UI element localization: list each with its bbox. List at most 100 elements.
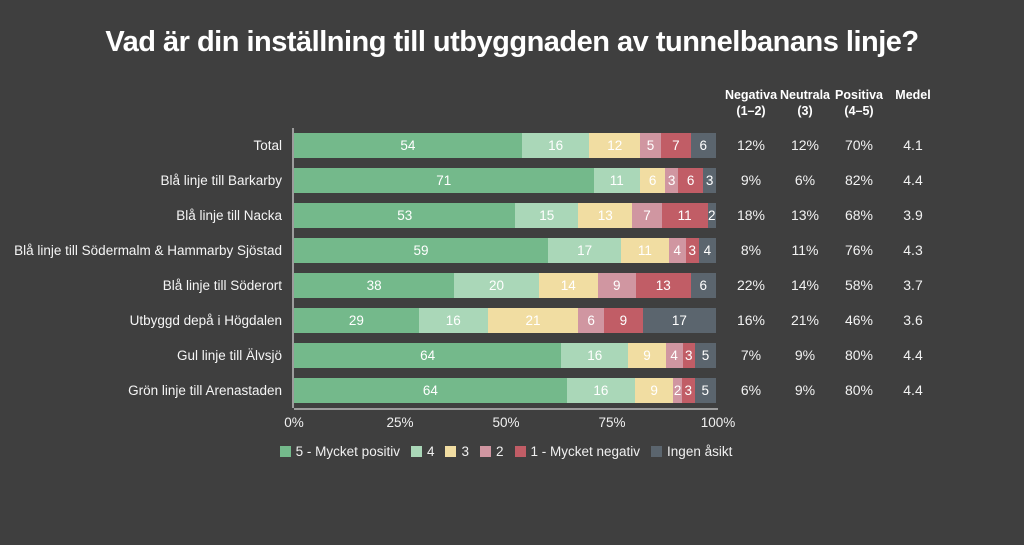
y-axis-line bbox=[292, 372, 294, 408]
bar-segment-2: 7 bbox=[632, 202, 662, 228]
bar-segment-3: 13 bbox=[578, 202, 633, 228]
legend-item-label: 4 bbox=[426, 443, 435, 459]
bar-segment-5---mycket-positiv: 54 bbox=[294, 132, 522, 158]
bar-segment-1---mycket-negativ: 3 bbox=[681, 377, 695, 403]
legend-swatch-icon bbox=[445, 445, 457, 457]
stat-value-positiva: 58% bbox=[844, 277, 874, 293]
bar-segment-3: 12 bbox=[589, 132, 641, 158]
chart-row: Blå linje till Södermalm & Hammarby Sjös… bbox=[12, 232, 1024, 268]
stat-value-positiva: 80% bbox=[844, 347, 874, 363]
legend-item-label: 3 bbox=[461, 443, 469, 459]
bar-segment-4: 15 bbox=[515, 202, 579, 228]
x-tick-label: 25% bbox=[386, 414, 414, 430]
bar-segment-ingen-åsikt: 5 bbox=[694, 377, 716, 403]
stacked-bar-chart: Negativa (1–2) Neutrala (3) Positiva (4–5)… bbox=[12, 87, 1024, 459]
bar-segment-2: 2 bbox=[673, 377, 682, 403]
stat-value-medel: 3.7 bbox=[903, 277, 923, 293]
y-axis-line bbox=[292, 267, 294, 303]
stat-value-negativa: 12% bbox=[736, 137, 766, 153]
chart-row: Blå linje till Söderort 38 20 14 9 13 6 22% 14% 5… bbox=[12, 267, 1024, 303]
bar-track: 71 11 6 3 6 3 bbox=[294, 167, 716, 193]
chart-row: Utbyggd depå i Högdalen 29 16 21 6 9 17 16% 21% 4… bbox=[12, 302, 1024, 338]
x-axis-line bbox=[294, 407, 718, 410]
stat-value-medel: 3.6 bbox=[903, 312, 923, 328]
legend-item-label: 2 bbox=[495, 443, 504, 459]
x-tick-label: 50% bbox=[492, 414, 520, 430]
chart-row: Blå linje till Nacka 53 15 13 7 11 2 18% 13% 68% 3… bbox=[12, 197, 1024, 233]
stat-value-negativa: 16% bbox=[736, 312, 766, 328]
chart-row: Total 54 16 12 5 7 6 12% 12% 70% 4.1 bbox=[12, 127, 1024, 163]
bar-segment-5---mycket-positiv: 71 bbox=[294, 167, 594, 193]
bar-segment-2: 6 bbox=[578, 307, 605, 333]
stat-column-header-1: Neutrala (3) bbox=[779, 88, 831, 119]
stat-value-negativa: 6% bbox=[740, 382, 762, 398]
row-label: Total bbox=[253, 137, 282, 153]
x-axis-ticks: 0% 25% 50% 75% 100% bbox=[284, 414, 735, 435]
bar-segment-ingen-åsikt: 5 bbox=[695, 342, 716, 368]
stat-value-negativa: 22% bbox=[736, 277, 766, 293]
bar-segment-4: 16 bbox=[561, 342, 629, 368]
bar-segment-2: 9 bbox=[597, 272, 636, 298]
stat-value-neutrala: 13% bbox=[790, 207, 820, 223]
bar-segment-ingen-åsikt: 6 bbox=[690, 132, 716, 158]
stat-column-header-2: Positiva (4–5) bbox=[835, 88, 883, 119]
stat-value-negativa: 9% bbox=[740, 172, 762, 188]
row-stats: 22% 14% 58% 3.7 bbox=[716, 277, 940, 293]
row-stats: 7% 9% 80% 4.4 bbox=[716, 347, 940, 363]
row-stats: 16% 21% 46% 3.6 bbox=[716, 312, 940, 328]
stat-value-medel: 4.4 bbox=[903, 382, 923, 398]
stat-value-neutrala: 6% bbox=[794, 172, 816, 188]
bar-track: 38 20 14 9 13 6 bbox=[294, 272, 716, 298]
row-stats: 9% 6% 82% 4.4 bbox=[716, 172, 940, 188]
bar-segment-2: 4 bbox=[665, 342, 683, 368]
stat-column-headers: Negativa (1–2) Neutrala (3) Positiva (4–5)… bbox=[12, 87, 1024, 120]
chart-row: Gul linje till Älvsjö 64 16 9 4 3 5 7% 9% 80% 4.4 bbox=[12, 337, 1024, 373]
stat-value-neutrala: 21% bbox=[790, 312, 820, 328]
bar-track: 29 16 21 6 9 17 bbox=[294, 307, 716, 333]
bar-track: 64 16 9 2 3 5 bbox=[294, 377, 716, 403]
bar-segment-1---mycket-negativ: 11 bbox=[661, 202, 708, 228]
x-tick-label: 100% bbox=[700, 414, 736, 430]
stat-value-neutrala: 14% bbox=[790, 277, 820, 293]
row-stats: 12% 12% 70% 4.1 bbox=[716, 137, 940, 153]
legend-swatch-icon bbox=[479, 445, 491, 457]
legend-item-label: Ingen åsikt bbox=[667, 443, 733, 459]
bar-segment-ingen-åsikt: 17 bbox=[642, 307, 716, 333]
stat-value-neutrala: 11% bbox=[791, 242, 819, 258]
legend-item: 5 - Mycket positiv bbox=[279, 443, 400, 459]
legend-swatch-icon bbox=[514, 445, 526, 457]
bar-segment-ingen-åsikt: 3 bbox=[703, 167, 716, 193]
legend-swatch-icon bbox=[279, 445, 291, 457]
stat-value-neutrala: 9% bbox=[794, 382, 816, 398]
stat-value-medel: 4.1 bbox=[903, 137, 923, 153]
bar-segment-5---mycket-positiv: 64 bbox=[294, 342, 562, 368]
stat-value-neutrala: 12% bbox=[790, 137, 820, 153]
stat-value-neutrala: 9% bbox=[794, 347, 816, 363]
bar-segment-3: 21 bbox=[487, 307, 579, 333]
bar-track: 59 17 11 4 3 4 bbox=[294, 237, 716, 263]
bar-segment-3: 9 bbox=[628, 342, 666, 368]
chart-row: Blå linje till Barkarby 71 11 6 3 6 3 9% 6% 82% 4.… bbox=[12, 162, 1024, 198]
bar-segment-5---mycket-positiv: 38 bbox=[294, 272, 455, 298]
legend-swatch-icon bbox=[651, 445, 663, 457]
legend-item-label: 5 - Mycket positiv bbox=[295, 443, 400, 459]
stat-value-positiva: 46% bbox=[844, 312, 874, 328]
y-axis-line bbox=[292, 162, 294, 198]
bar-segment-5---mycket-positiv: 64 bbox=[294, 377, 567, 403]
row-label: Gul linje till Älvsjö bbox=[176, 347, 282, 363]
bar-segment-1---mycket-negativ: 3 bbox=[685, 237, 699, 263]
legend-swatch-icon bbox=[410, 445, 422, 457]
x-tick-label: 0% bbox=[284, 414, 304, 430]
y-axis-line bbox=[292, 337, 294, 373]
bar-segment-1---mycket-negativ: 13 bbox=[635, 272, 691, 298]
legend-item: 3 bbox=[445, 444, 469, 459]
bar-segment-3: 9 bbox=[634, 377, 674, 403]
stat-value-medel: 4.3 bbox=[903, 242, 923, 258]
plot-area: Total 54 16 12 5 7 6 12% 12% 70% 4.1 Blå linje till… bbox=[12, 127, 1024, 408]
legend-item: Ingen åsikt bbox=[651, 444, 732, 459]
bar-track: 64 16 9 4 3 5 bbox=[294, 342, 716, 368]
legend: 5 - Mycket positiv 4 3 2 1 - Mycket negativ I… bbox=[279, 443, 732, 459]
bar-segment-ingen-åsikt: 6 bbox=[690, 272, 716, 298]
row-stats: 18% 13% 68% 3.9 bbox=[716, 207, 940, 223]
bar-segment-3: 11 bbox=[621, 237, 669, 263]
